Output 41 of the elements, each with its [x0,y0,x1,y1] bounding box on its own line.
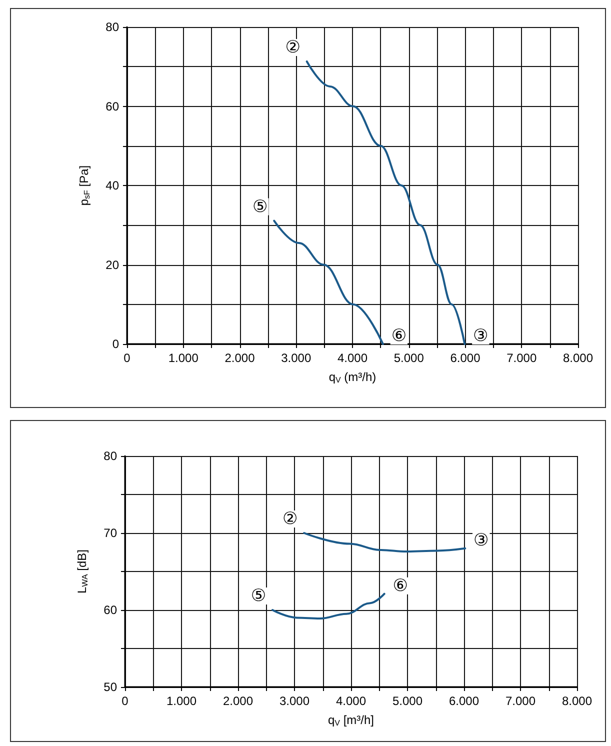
line-series [273,220,384,345]
x-tick-label: 6.000 [450,351,481,365]
y-tick-label: 40 [106,178,120,192]
y-tick-label: 60 [104,603,118,617]
x-tick-label: 0 [122,694,129,708]
annotation: ⑥ [391,326,407,346]
x-tick-label: 2.000 [222,694,254,708]
x-tick-label: 5.000 [394,351,424,365]
annotation: ② [282,509,298,529]
line-series [306,60,466,345]
y-tick-label: 0 [112,337,120,351]
x-tick-label: 4.000 [337,351,368,365]
x-tick-label: 1.000 [168,351,199,365]
y-tick-label: 50 [104,680,118,694]
x-tick-label: 4.000 [336,694,366,708]
x-tick-label: 3.000 [281,351,312,365]
x-tick-label: 7.000 [506,351,537,365]
annotation: ⑤ [250,586,266,606]
y-tick-label: 70 [104,526,118,540]
y-axis-title: psF [Pa] [77,165,92,206]
annotation: ⑥ [392,576,408,596]
y-tick-label: 60 [106,99,120,114]
x-tick-label: 8.000 [562,694,592,708]
x-tick-label: 5.000 [392,694,423,708]
x-tick-label: 6.000 [448,694,480,708]
x-tick-label: 3.000 [279,694,310,708]
line-series [303,532,466,552]
annotation: ③ [473,326,488,346]
annotation: ⑤ [252,196,268,217]
annotation: ② [285,37,300,58]
y-tick-label: 80 [106,20,120,34]
x-tick-label: 2.000 [224,351,256,365]
y-tick-label: 20 [106,258,120,272]
y-tick-label: 80 [104,449,118,463]
x-tick-label: 8.000 [562,351,594,365]
x-tick-label: 1.000 [166,694,197,708]
y-axis-title: LWA [dB] [75,550,90,594]
x-tick-label: 0 [124,351,131,365]
annotation: ③ [474,530,489,550]
line-series [271,592,386,620]
x-tick-label: 7.000 [505,694,536,708]
